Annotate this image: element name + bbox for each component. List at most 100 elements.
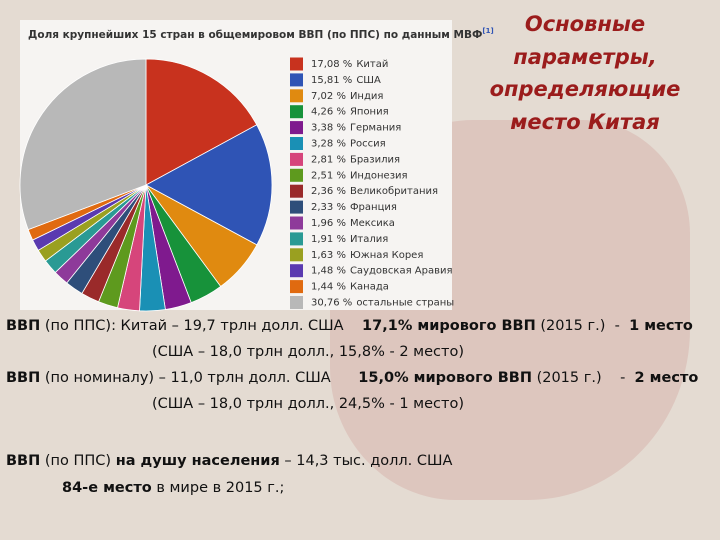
legend-label: Мексика [350,218,395,229]
legend-value: 15,81 % [311,75,352,86]
legend-entry: 17,08 % Китай [311,59,388,70]
legend-swatch [290,280,303,294]
legend-value: 7,02 % [311,91,346,102]
legend-entry: 7,02 % Индия [311,91,383,102]
text-run: ВВП [6,318,41,334]
legend-label: Бразилия [350,154,400,165]
legend-entry: 4,26 % Япония [311,107,389,118]
chart-title-note: [1] [482,27,493,35]
slide-title-line: параметры, [513,44,657,69]
text-line: ВВП (по номиналу) – 11,0 трлн долл. США … [6,370,698,386]
legend-swatch [290,248,303,262]
text-run: 17,1% мирового ВВП [362,318,536,334]
text-run: на душу населения [115,453,280,469]
legend-value: 2,36 % [311,186,346,197]
legend-value: 2,81 % [311,154,346,165]
legend-swatch [290,168,303,182]
legend-entry: 1,48 % Саудовская Аравия [311,266,453,277]
legend-swatch [290,216,303,230]
slide-title-line: место Китая [510,109,660,134]
legend-swatch [290,152,303,166]
text-run: 2 место [634,370,699,386]
legend-swatch [290,232,303,246]
legend-entry: 2,33 % Франция [311,202,397,213]
legend-entry: 2,51 % Индонезия [311,170,408,181]
legend-value: 17,08 % [311,59,352,70]
legend-swatch [290,121,303,135]
pie-slice [145,58,258,186]
legend-label: Великобритания [350,186,438,197]
legend-value: 30,76 % [311,298,352,309]
legend-label: США [356,75,381,86]
legend-label: Франция [350,202,397,213]
pie-slice [19,58,147,231]
legend-value: 1,91 % [311,234,346,245]
legend-entry: 15,81 % США [311,75,381,86]
legend-swatch [290,184,303,198]
legend-swatch [290,105,303,119]
legend-label: Канада [350,282,389,293]
legend-swatch [290,200,303,214]
text-run: (по ППС) [40,453,116,469]
legend-label: Япония [350,107,389,118]
text-run: (США – 18,0 трлн долл., 15,8% - 2 место) [152,344,464,360]
legend-label: Германия [350,123,401,134]
legend-label: Саудовская Аравия [350,266,453,277]
text-run: 1 место [629,318,693,334]
text-run: (США – 18,0 трлн долл., 24,5% - 1 место) [152,396,464,412]
text-run: 84-е место [62,480,152,496]
legend-entry: 1,44 % Канада [311,282,389,293]
text-line: ВВП (по ППС) на душу населения – 14,3 ты… [6,453,452,469]
text-run: (по ППС): Китай – 19,7 трлн долл. США [40,318,363,334]
text-run: 15,0% мирового ВВП [358,370,532,386]
legend-entry: 1,96 % Мексика [311,218,395,229]
legend-swatch [290,264,303,278]
legend-value: 1,44 % [311,282,346,293]
legend-value: 1,96 % [311,218,346,229]
slide-title-line: определяющие [489,77,681,101]
text-run: – 14,3 тыс. долл. США [279,453,453,469]
legend-label: Китай [356,59,388,70]
text-run: (2015 г.) - [531,370,635,386]
text-run: (по номиналу) – 11,0 трлн долл. США [40,370,359,386]
chart-title-text: Доля крупнейших 15 стран в общемировом В… [28,29,482,41]
legend-value: 3,38 % [311,123,346,134]
legend-value: 2,51 % [311,170,346,181]
legend-entry: 3,28 % Россия [311,139,386,150]
legend-label: Южная Корея [350,250,423,261]
legend-value: 1,48 % [311,266,346,277]
legend-swatch [290,137,303,150]
text-line: (США – 18,0 трлн долл., 15,8% - 2 место) [152,344,464,360]
chart: Доля крупнейших 15 стран в общемировом В… [19,20,494,312]
text-run: в мире в 2015 г.; [151,480,285,496]
text-line: (США – 18,0 трлн долл., 24,5% - 1 место) [152,396,464,412]
legend-label: Индонезия [350,170,408,181]
chart-title: Доля крупнейших 15 стран в общемировом В… [28,27,494,41]
legend-entry: 30,76 % остальные страны [311,298,454,309]
text-line: 84-е место в мире в 2015 г.; [62,480,284,496]
legend-entry: 2,81 % Бразилия [311,154,400,165]
legend-label: Индия [350,91,383,102]
legend-entry: 2,36 % Великобритания [311,186,438,197]
legend-label: остальные страны [356,298,454,309]
legend-value: 4,26 % [311,107,346,118]
text-run: ВВП [6,370,41,386]
text-line: ВВП (по ППС): Китай – 19,7 трлн долл. СШ… [6,318,693,334]
text-run: ВВП [6,453,41,469]
legend-entry: 3,38 % Германия [311,123,401,134]
legend-value: 3,28 % [311,139,346,150]
legend-value: 1,63 % [311,250,346,261]
legend-label: Италия [350,234,388,245]
legend-swatch [290,57,303,71]
legend-swatch [290,73,303,87]
text-run: (2015 г.) - [535,318,630,334]
legend-swatch [290,296,303,309]
legend-label: Россия [350,139,386,150]
legend-swatch [290,89,303,103]
pie-slice [145,124,273,246]
legend-entry: 1,63 % Южная Корея [311,250,423,261]
legend-value: 2,33 % [311,202,346,213]
slide-title: Основные параметры, определяющие место Кита… [470,8,700,138]
slide-title-line: Основные [524,12,646,36]
